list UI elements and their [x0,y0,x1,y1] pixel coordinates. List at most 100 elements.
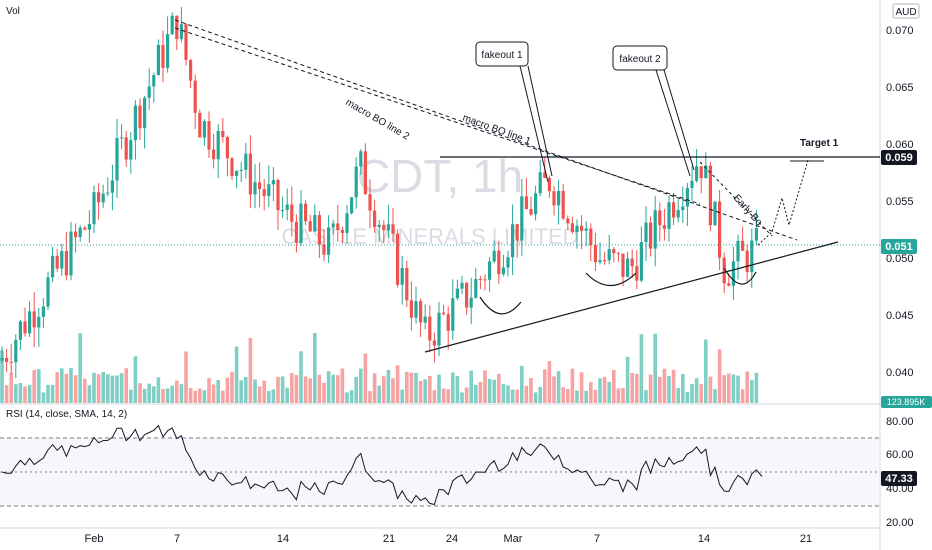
candle-body [451,298,455,331]
volume-bar [142,388,147,403]
volume-bar [515,389,519,403]
candle-body [754,228,758,241]
volume-bar [418,380,423,403]
fakeout-2-pointer-2 [663,69,695,171]
volume-bar [152,386,156,403]
candle-body [469,297,473,308]
volume-bar [556,371,561,403]
base-arc-2 [585,272,637,287]
volume-bar [244,377,248,403]
volume-bar [377,385,381,403]
candle-body [340,230,344,233]
volume-bar [432,390,437,403]
candle-body [299,203,303,243]
volume-bar [727,373,731,403]
volume-label: Vol [6,6,20,17]
price-tick: 0.065 [886,82,914,94]
candle-body [69,231,73,276]
target-1-label: Target 1 [800,138,839,149]
candle-body [382,224,386,231]
candle-body [695,166,699,181]
volume-bar [520,365,524,403]
volume-bar [648,374,653,403]
candlesticks [0,6,758,379]
candle-body [221,131,225,138]
candle-body [538,172,542,194]
volume-bar [506,385,510,403]
volume-bar [280,376,285,403]
volume-bar [455,376,460,403]
volume-bar [464,387,469,403]
volume-bar [644,390,648,403]
volume-bar [584,390,588,403]
resistance-price-label: 0.059 [885,152,913,164]
volume-bar [533,392,538,403]
volume-bar [32,369,36,403]
currency-label: AUD [895,7,916,18]
candle-body [699,166,703,179]
candle-body [455,288,459,299]
candle-body [478,278,482,280]
volume-bar [50,384,55,403]
candle-body [41,306,45,317]
volume-bar [754,372,759,403]
candle-body [626,258,630,277]
volume-bar [547,361,552,403]
volume-last-label: 123.895K [887,397,926,407]
volume-bar [478,381,483,403]
candle-body [327,227,331,255]
volume-bar [129,389,133,403]
candle-body [331,223,335,228]
fakeout-2-pointer [655,69,691,177]
candle-body [138,105,142,129]
candle-body [635,266,639,281]
candle-body [419,301,423,323]
early-bo-line [699,161,773,237]
volume-bar [313,333,317,403]
candle-body [32,311,36,328]
candle-body [616,253,620,255]
volume-bar [483,370,487,403]
candle-body [497,250,501,275]
volume-bar [216,379,220,403]
price-tick: 0.055 [886,196,914,208]
volume-bar [492,379,496,403]
volume-bar [46,384,50,403]
volume-bar [317,374,322,403]
candle-body [662,225,666,229]
candle-body [593,245,597,263]
candle-body [179,24,183,40]
candle-body [78,227,82,238]
volume-bar [372,373,377,403]
candle-body [207,121,211,150]
volume-bar [681,374,685,403]
volume-bar [437,374,441,403]
volume-bar [391,378,395,403]
candle-body [253,182,257,195]
candle-body [87,224,91,230]
candle-body [23,321,27,334]
fakeout-2-box [612,45,668,71]
volume-bar [630,372,634,403]
volume-bar [593,389,598,403]
volume-bar [18,382,23,403]
volume-bar [497,373,501,403]
volume-bar [147,383,151,403]
candle-body [386,224,390,231]
volume-bar [188,388,193,403]
candle-body [83,227,87,230]
candle-body [672,202,676,218]
volume-bar [253,379,257,403]
volume-bar [699,384,703,403]
volume-bar [446,389,450,403]
volume-bar [543,369,547,403]
candle-body [14,339,18,363]
candle-body [225,137,229,159]
candle-body [644,222,648,243]
volume-bar [92,372,96,403]
candle-body [428,316,432,341]
candle-body [0,357,4,361]
candle-body [405,267,409,301]
currency-box[interactable] [892,3,920,19]
projected-path [757,159,809,246]
